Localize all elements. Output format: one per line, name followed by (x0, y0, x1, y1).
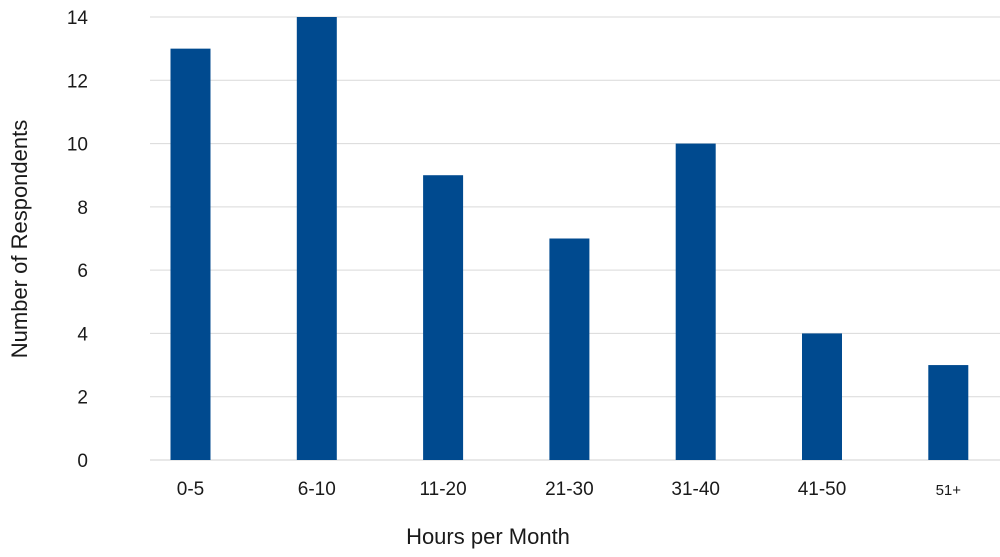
bar-11-20 (423, 175, 464, 460)
x-axis-ticks: 0-5 6-10 11-20 21-30 31-40 41-50 51+ (177, 479, 961, 500)
bar-21-30 (549, 238, 590, 460)
y-tick-label: 10 (67, 135, 88, 156)
y-tick-label: 2 (77, 388, 88, 409)
y-tick-label: 14 (67, 8, 89, 29)
y-axis-ticks: 0 2 4 6 8 10 12 14 (67, 8, 89, 472)
x-tick-label: 6-10 (298, 479, 336, 500)
x-tick-label: 41-50 (798, 479, 847, 500)
bars (170, 17, 969, 461)
bar-41-50 (802, 333, 842, 460)
y-tick-label: 4 (77, 324, 88, 345)
x-axis-title: Hours per Month (406, 524, 570, 549)
bar-0-5 (170, 48, 211, 461)
x-tick-label: 51+ (936, 482, 962, 499)
y-tick-label: 8 (77, 198, 88, 219)
y-tick-label: 6 (77, 261, 88, 282)
y-tick-label: 0 (77, 451, 88, 472)
x-tick-label: 0-5 (177, 479, 204, 500)
y-tick-label: 12 (67, 71, 88, 92)
x-tick-label: 21-30 (545, 479, 594, 500)
bar-51+ (928, 365, 969, 460)
bar-6-10 (296, 17, 337, 460)
bar-31-40 (675, 143, 716, 461)
y-axis-title: Number of Respondents (7, 120, 32, 358)
x-tick-label: 11-20 (420, 479, 467, 500)
x-tick-label: 31-40 (671, 479, 720, 500)
